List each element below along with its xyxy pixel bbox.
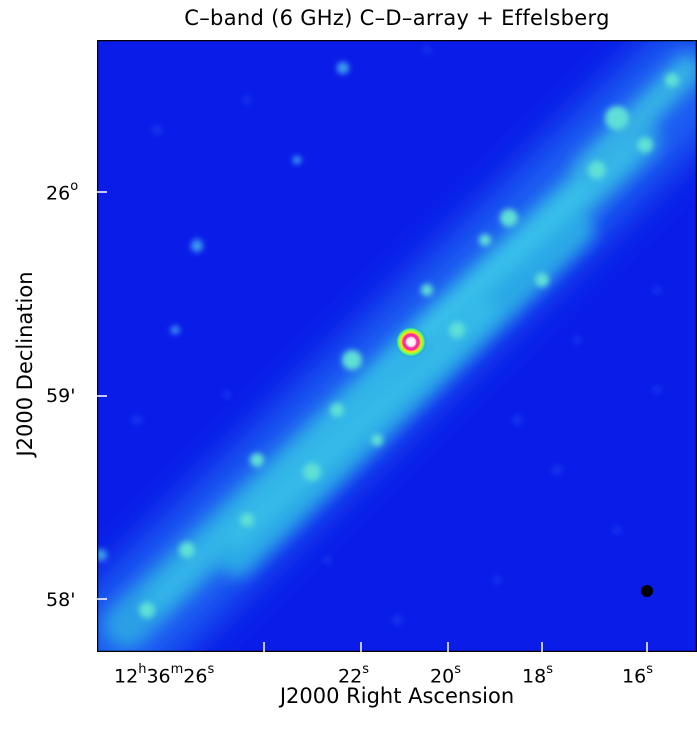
y-axis-label: J2000 Declination	[13, 271, 37, 457]
compact-sources	[97, 62, 349, 561]
x-axis-label: J2000 Right Ascension	[279, 684, 515, 708]
x-tick-label-16s: 16s	[622, 662, 653, 688]
jet-knots	[139, 73, 679, 618]
beam-marker	[641, 585, 653, 597]
radio-image-panel[interactable]	[97, 40, 697, 652]
x-tick-label-ra-26s: 12h36m26s	[114, 662, 215, 688]
core-ring	[402, 333, 420, 351]
image-title: C–band (6 GHz) C–D–array + Effelsberg	[184, 6, 610, 30]
tick-marks	[97, 191, 648, 652]
y-tick-label-59arcmin: 59'	[46, 385, 76, 407]
bright-core	[395, 326, 427, 358]
x-tick-label-18s: 18s	[522, 662, 553, 688]
x-tick-label-20s: 20s	[430, 662, 461, 688]
radio-continuum-map	[97, 40, 697, 652]
y-tick-label-26deg: 26o	[46, 179, 79, 205]
jet-ridges	[104, 55, 697, 648]
y-tick-label-58arcmin: 58'	[46, 589, 76, 611]
x-tick-label-22s: 22s	[338, 662, 369, 688]
